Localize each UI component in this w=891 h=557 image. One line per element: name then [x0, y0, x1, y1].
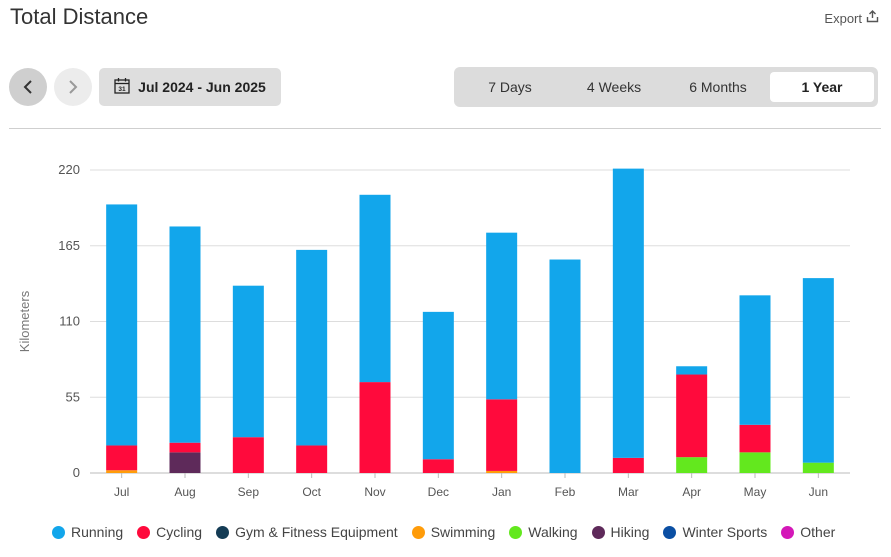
legend-item-winter-sports[interactable]: Winter Sports	[663, 524, 767, 540]
bar-segment-running-may[interactable]	[739, 295, 771, 425]
chevron-right-icon	[69, 80, 78, 94]
header-divider	[9, 128, 881, 129]
chevron-left-icon	[23, 80, 32, 94]
bar-segment-swimming-jan[interactable]	[486, 470, 518, 473]
calendar-icon: 31	[114, 77, 130, 97]
legend-label: Winter Sports	[682, 524, 768, 540]
legend-item-running[interactable]: Running	[52, 524, 123, 540]
range-tab-1-year[interactable]: 1 Year	[770, 72, 874, 102]
legend-label: Walking	[528, 524, 578, 540]
bar-segment-cycling-nov[interactable]	[359, 382, 391, 473]
x-tick-label: Apr	[682, 485, 701, 499]
legend-swatch	[52, 525, 65, 539]
bar-segment-cycling-jan[interactable]	[486, 399, 518, 471]
bar-segment-running-sep[interactable]	[232, 285, 264, 438]
y-axis-label: Kilometers	[17, 290, 32, 352]
svg-text:31: 31	[119, 86, 127, 93]
chart-legend: Running Cycling Gym & Fitness Equipment Swi…	[52, 524, 835, 540]
legend-item-other[interactable]: Other	[781, 524, 835, 540]
export-label: Export	[824, 10, 862, 26]
date-range-button[interactable]: 31 Jul 2024 - Jun 2025	[99, 68, 281, 106]
previous-period-button[interactable]	[9, 68, 47, 106]
x-tick-label: Nov	[364, 485, 385, 499]
bar-segment-cycling-may[interactable]	[739, 424, 771, 453]
y-tick-label: 0	[73, 465, 80, 480]
bar-segment-running-aug[interactable]	[169, 226, 201, 443]
x-tick-label: Mar	[618, 485, 639, 499]
x-tick-label: Dec	[428, 485, 449, 499]
range-tab-6-months[interactable]: 6 Months	[689, 79, 747, 95]
bar-segment-cycling-dec[interactable]	[422, 459, 454, 473]
bar-segment-running-feb[interactable]	[549, 259, 581, 473]
range-tab-4-weeks[interactable]: 4 Weeks	[586, 79, 642, 95]
legend-label: Gym & Fitness Equipment	[235, 524, 398, 540]
export-button[interactable]: Export	[824, 10, 879, 26]
range-tab-7-days[interactable]: 7 Days	[488, 79, 532, 95]
legend-label: Cycling	[156, 524, 203, 540]
legend-item-cycling[interactable]: Cycling	[137, 524, 202, 540]
bar-segment-cycling-mar[interactable]	[612, 457, 644, 473]
bar-segment-cycling-apr[interactable]	[676, 374, 708, 458]
legend-item-hiking[interactable]: Hiking	[591, 524, 650, 540]
legend-swatch	[137, 525, 151, 539]
bar-segment-hiking-aug[interactable]	[169, 452, 201, 473]
bar-segment-running-jan[interactable]	[486, 232, 518, 400]
legend-label: Hiking	[610, 524, 650, 540]
bar-segment-cycling-sep[interactable]	[232, 437, 264, 473]
bar-segment-cycling-aug[interactable]	[169, 442, 201, 453]
x-tick-label: Aug	[174, 485, 195, 499]
y-tick-label: 55	[66, 389, 80, 404]
legend-swatch	[509, 525, 523, 539]
legend-label: Other	[800, 524, 836, 540]
legend-swatch	[411, 525, 425, 539]
legend-label: Running	[71, 524, 124, 540]
x-tick-label: Feb	[555, 485, 576, 499]
y-tick-label: 220	[58, 162, 80, 177]
time-range-selector: 7 Days 4 Weeks 6 Months 1 Year	[454, 67, 878, 107]
x-tick-label: May	[744, 485, 767, 499]
bar-segment-running-jul[interactable]	[106, 204, 138, 446]
bar-segment-cycling-oct[interactable]	[296, 445, 328, 473]
bar-segment-running-jun[interactable]	[802, 278, 834, 463]
bar-segment-running-nov[interactable]	[359, 194, 391, 383]
legend-item-swimming[interactable]: Swimming	[411, 524, 496, 540]
page-title: Total Distance	[10, 4, 149, 29]
legend-item-gym-fitness-equipment[interactable]: Gym & Fitness Equipment	[216, 524, 398, 540]
x-tick-label: Jun	[809, 485, 828, 499]
next-period-button[interactable]	[54, 68, 92, 106]
x-tick-label: Jul	[114, 485, 129, 499]
bar-segment-walking-jun[interactable]	[802, 462, 834, 473]
x-tick-label: Jan	[492, 485, 511, 499]
legend-item-walking[interactable]: Walking	[509, 524, 578, 540]
bar-segment-running-oct[interactable]	[296, 249, 328, 446]
bar-segment-walking-apr[interactable]	[676, 457, 708, 473]
legend-swatch	[591, 525, 605, 539]
bar-segment-cycling-jul[interactable]	[106, 445, 138, 471]
x-tick-label: Sep	[238, 485, 260, 499]
y-tick-label: 165	[58, 238, 80, 253]
bar-segment-running-dec[interactable]	[422, 311, 454, 460]
x-tick-label: Oct	[302, 485, 321, 499]
bar-segment-running-mar[interactable]	[612, 168, 644, 458]
bar-segment-swimming-jul[interactable]	[106, 470, 138, 473]
export-icon	[866, 10, 879, 26]
legend-swatch	[781, 525, 795, 539]
legend-swatch	[663, 525, 677, 539]
date-range-label: Jul 2024 - Jun 2025	[138, 79, 266, 95]
legend-label: Swimming	[430, 524, 496, 540]
bar-segment-running-apr[interactable]	[676, 366, 708, 375]
y-tick-label: 110	[59, 314, 80, 329]
legend-swatch	[216, 525, 230, 539]
stacked-bar-chart: 0 55 110 165 220 Kilometers Jul Aug Sep Oct Nov Dec…	[17, 162, 850, 499]
bar-segment-walking-may[interactable]	[739, 452, 771, 473]
